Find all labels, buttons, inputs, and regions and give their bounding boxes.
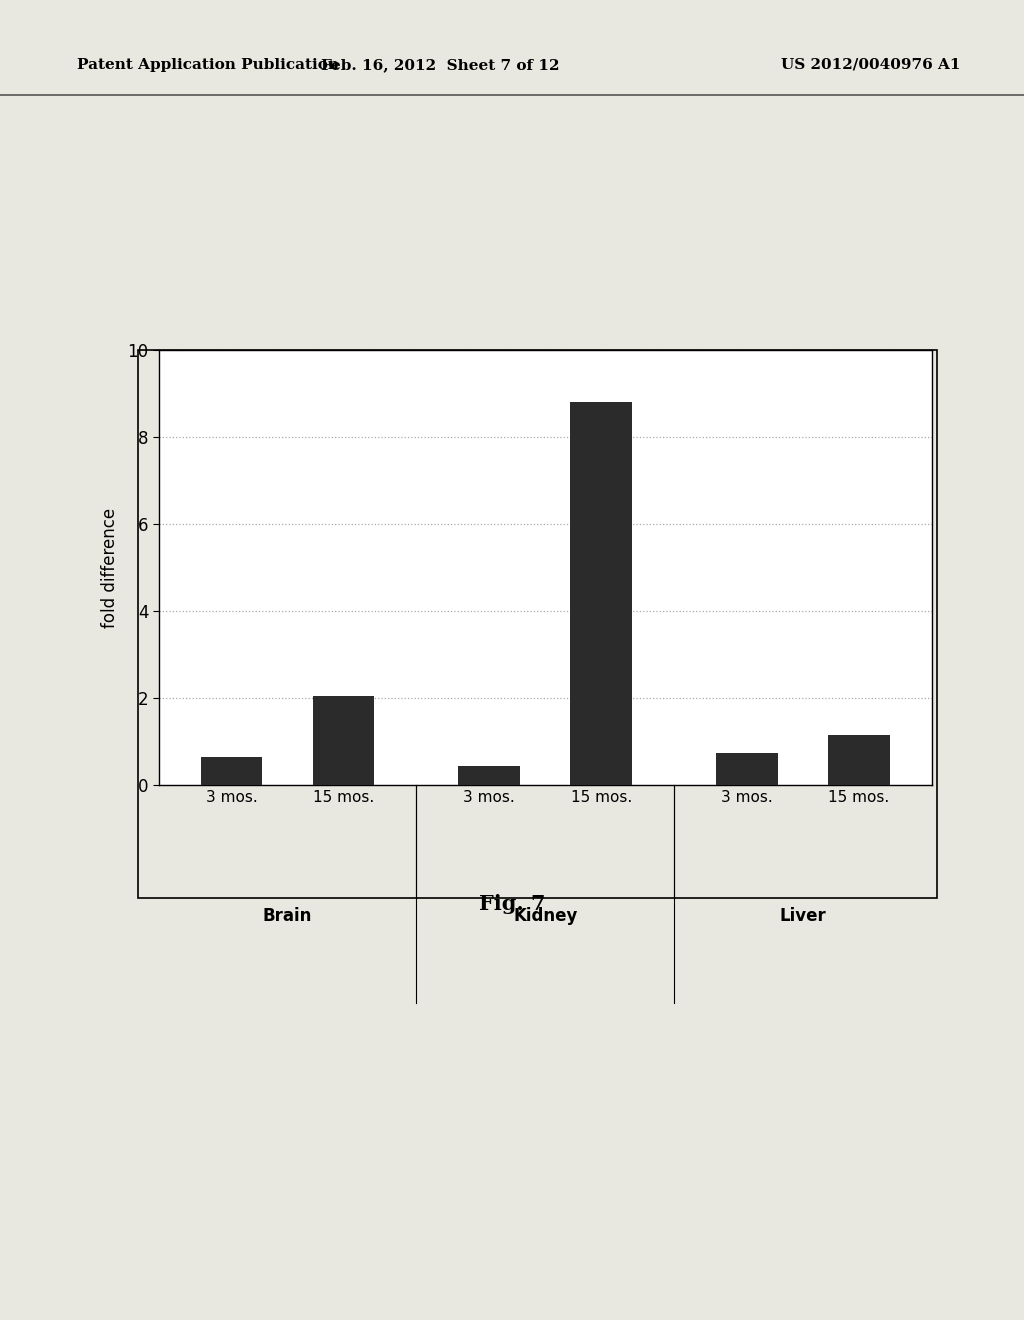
Bar xyxy=(201,758,262,785)
Y-axis label: fold difference: fold difference xyxy=(100,507,119,628)
Text: Fig. 7: Fig. 7 xyxy=(479,894,545,915)
Text: Liver: Liver xyxy=(779,907,826,925)
Bar xyxy=(312,696,375,785)
Text: US 2012/0040976 A1: US 2012/0040976 A1 xyxy=(780,58,961,73)
Bar xyxy=(459,766,520,785)
Text: Kidney: Kidney xyxy=(513,907,578,925)
Bar xyxy=(570,403,632,785)
Bar xyxy=(716,752,778,785)
Text: Brain: Brain xyxy=(263,907,312,925)
Text: Patent Application Publication: Patent Application Publication xyxy=(77,58,339,73)
Bar xyxy=(828,735,890,785)
Text: Feb. 16, 2012  Sheet 7 of 12: Feb. 16, 2012 Sheet 7 of 12 xyxy=(322,58,559,73)
